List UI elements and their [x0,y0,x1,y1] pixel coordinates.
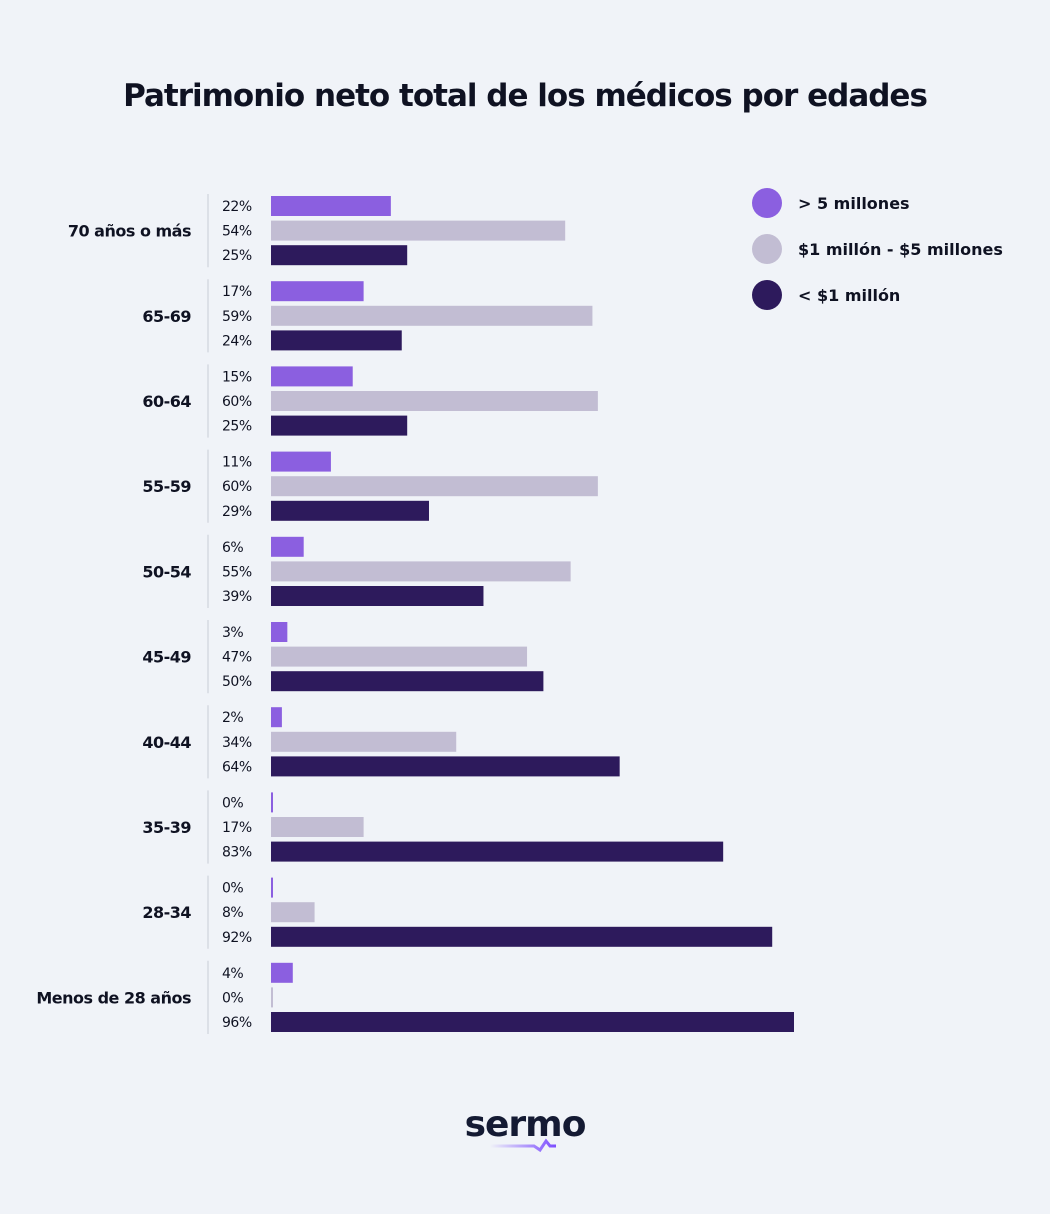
data-label: 0% [222,795,243,811]
legend-item-gt5m: > 5 millones [752,188,910,218]
bar [271,476,598,497]
bar [271,536,304,557]
data-label: 47% [222,650,252,666]
data-label: 64% [222,759,252,775]
category-label: 35-39 [142,818,191,837]
data-label: 6% [222,540,243,556]
data-label: 17% [222,284,252,300]
bar [271,391,598,411]
data-label: 96% [222,1015,252,1031]
bar [271,817,364,837]
bar [271,305,593,326]
bar [271,671,544,692]
data-label: 11% [222,455,252,471]
data-label: 15% [222,369,252,385]
bar [271,281,364,302]
category-label: 40-44 [142,733,191,752]
legend-label: > 5 millones [798,193,910,213]
data-label: 0% [222,990,243,1006]
data-label: 60% [222,394,252,410]
legend-label: $1 millón - $5 millones [798,239,1003,259]
data-label: 2% [222,710,243,726]
legend-swatch [752,280,782,310]
data-label: 29% [222,504,252,520]
bar [271,451,331,472]
legend-swatch [752,188,782,218]
category-label: 55-59 [142,477,191,496]
data-label: 22% [222,199,252,215]
legend-item-1m-5m: $1 millón - $5 millones [752,234,1003,264]
bar [271,622,288,642]
legend-item-lt1m: < $1 millón [752,280,900,310]
legend-swatch [752,234,782,264]
bar [271,561,571,582]
bar [271,792,273,813]
category-label: 65-69 [142,307,191,326]
bar [271,586,484,606]
bar [271,366,353,387]
bar [271,756,620,777]
data-label: 3% [222,625,243,641]
bar [271,220,566,241]
logo-wave-icon [490,1138,556,1153]
data-label: 4% [222,966,243,982]
data-label: 25% [222,419,252,435]
data-label: 55% [222,564,252,580]
data-label: 59% [222,309,252,325]
bar [271,926,773,947]
category-label: 70 años o más [68,222,191,241]
category-label: 60-64 [142,392,191,411]
data-label: 39% [222,589,252,605]
bar [271,646,528,667]
category-label: 45-49 [142,648,191,667]
data-label: 24% [222,333,252,349]
data-label: 25% [222,248,252,264]
bar [271,245,408,266]
category-label: 50-54 [142,562,191,581]
data-label: 92% [222,930,252,946]
chart-title: Patrimonio neto total de los médicos por… [123,78,928,114]
bar [271,707,282,728]
category-label: Menos de 28 años [36,988,191,1007]
bar [271,987,273,1008]
bar [271,330,402,351]
data-label: 0% [222,881,243,897]
bar [271,841,724,862]
bar [271,962,293,983]
sermo-logo: sermo [464,1104,587,1145]
data-label: 50% [222,674,252,690]
bar [271,415,408,436]
bar [271,500,429,521]
bar [271,1012,794,1032]
bar [271,902,315,923]
bar [271,877,273,898]
data-label: 8% [222,905,243,921]
bar [271,196,391,216]
legend-label: < $1 millón [798,285,901,305]
data-label: 83% [222,845,252,861]
data-label: 54% [222,224,252,240]
data-label: 60% [222,479,252,495]
category-label: 28-34 [142,903,191,922]
bar [271,731,457,752]
data-label: 17% [222,820,252,836]
data-label: 34% [222,735,252,751]
